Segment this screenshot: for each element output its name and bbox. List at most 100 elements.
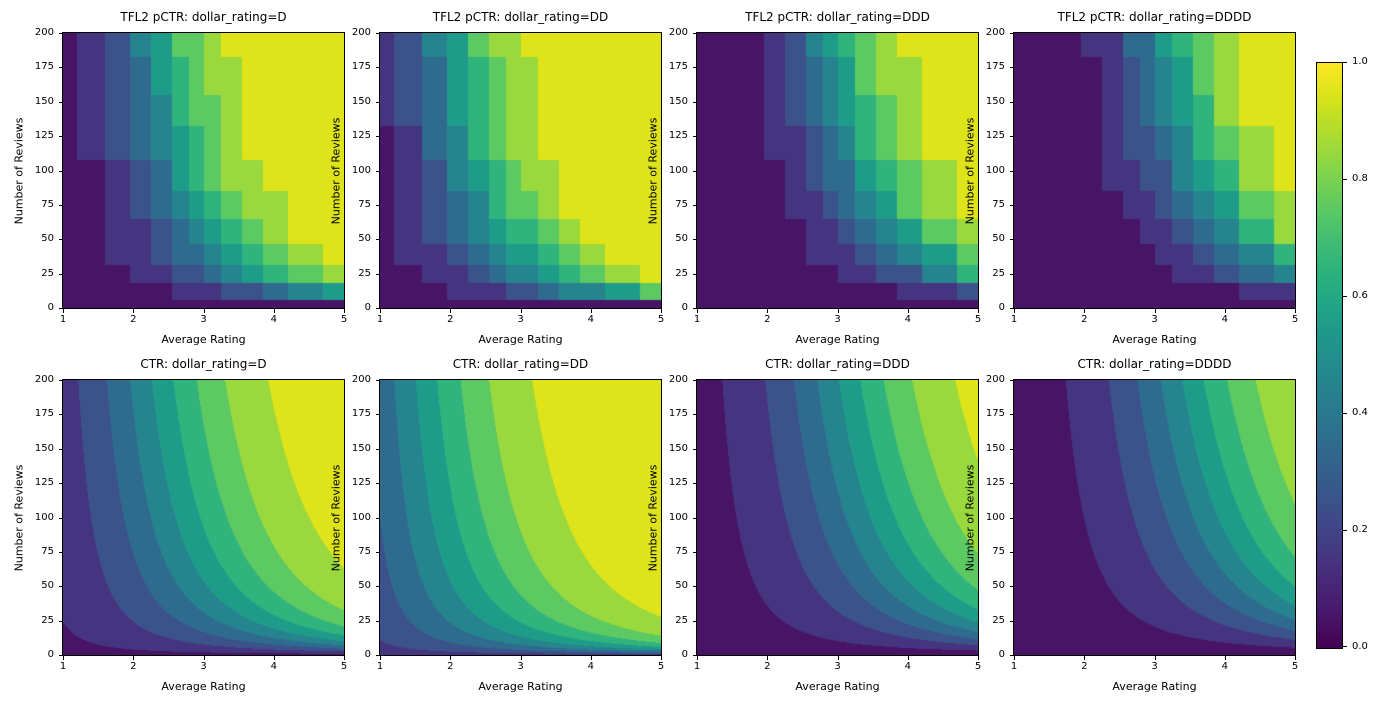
tick-mark	[1014, 309, 1015, 313]
tick-mark	[380, 656, 381, 660]
x-tick-label: 5	[657, 314, 665, 325]
x-axis-label: Average Rating	[478, 680, 563, 693]
tick-mark	[376, 414, 380, 416]
colorbar-tick-label: 1.0	[1352, 56, 1368, 67]
tick-mark	[1343, 530, 1347, 531]
tick-mark	[1295, 656, 1296, 660]
y-tick-label: 100	[985, 511, 1005, 523]
x-tick-label: 5	[340, 314, 348, 325]
y-tick-label: 200	[351, 27, 371, 38]
x-tick-label: 5	[974, 661, 982, 672]
tick-mark	[693, 620, 697, 622]
y-tick-label: 0	[681, 302, 688, 313]
y-tick-label: 150	[351, 95, 371, 107]
tick-mark	[1010, 551, 1014, 553]
x-tick-label: 1	[59, 314, 67, 325]
y-tick-label: 175	[34, 408, 54, 420]
y-tick-label: 200	[351, 374, 371, 385]
x-tick-label: 3	[200, 661, 207, 672]
tick-mark	[693, 273, 697, 275]
tick-mark	[1343, 179, 1347, 180]
x-tick-label: 2	[447, 661, 454, 672]
y-tick-label: 125	[351, 130, 371, 142]
x-ticks: 1 2 3 4 5	[694, 309, 981, 333]
y-tick-label: 150	[351, 442, 371, 454]
tick-mark	[1224, 309, 1226, 313]
colorbar: 0.0 0.2 0.4 0.6 0.8 1.0	[1316, 57, 1386, 652]
y-tick-label: 25	[358, 267, 371, 279]
contour-canvas	[379, 379, 662, 656]
tick-mark	[693, 33, 697, 34]
y-ticks: 0 25 50 75 100 125 150 175 200	[647, 375, 697, 660]
tick-mark	[1010, 136, 1014, 138]
tick-mark	[59, 551, 63, 553]
tick-mark	[1010, 101, 1014, 103]
tick-mark	[59, 136, 63, 138]
x-axis-label: Average Rating	[1112, 333, 1197, 346]
y-tick-label: 75	[992, 545, 1005, 557]
x-ticks: 1 2 3 4 5	[59, 309, 348, 333]
y-tick-label: 50	[41, 580, 54, 592]
y-tick-label: 125	[351, 477, 371, 489]
tick-mark	[837, 309, 839, 313]
y-tick-label: 75	[675, 545, 688, 557]
tick-mark	[661, 656, 662, 660]
tick-mark	[907, 309, 909, 313]
x-tick-label: 3	[200, 314, 207, 325]
x-ticks: 1 2 3 4 5	[60, 656, 347, 680]
tick-mark	[907, 656, 909, 660]
x-axis-label: Average Rating	[161, 333, 246, 346]
tick-mark	[693, 239, 697, 241]
x-tick-label: 4	[270, 314, 277, 325]
tick-mark	[59, 655, 63, 656]
y-tick-label: 50	[358, 580, 371, 592]
tick-mark	[1343, 62, 1347, 63]
x-tick-label: 4	[1221, 314, 1228, 325]
tick-mark	[1084, 309, 1086, 313]
y-ticks: 0 25 50 75 100 125 150 175 200	[13, 28, 63, 313]
plot-title: TFL2 pCTR: dollar_rating=DDD	[745, 10, 930, 24]
x-tick-label: 5	[657, 661, 665, 672]
tick-mark	[693, 655, 697, 656]
y-tick-label: 75	[41, 198, 54, 210]
contour-canvas	[62, 32, 345, 309]
contour-canvas	[1013, 379, 1296, 656]
subplot-tfl2-pctr-d: TFL2 pCTR: dollar_rating=D Number of Rev…	[13, 10, 348, 346]
tick-mark	[376, 273, 380, 275]
subplot-ctr-ddd: CTR: dollar_rating=DDD Number of Reviews…	[647, 357, 982, 693]
tick-mark	[693, 170, 697, 172]
y-tick-label: 125	[985, 477, 1005, 489]
tick-mark	[767, 656, 769, 660]
x-tick-label: 5	[1291, 661, 1299, 672]
tick-mark	[1010, 67, 1014, 69]
y-tick-label: 200	[34, 27, 54, 38]
colorbar-tick-label: 0.6	[1352, 290, 1368, 301]
tick-mark	[1010, 586, 1014, 588]
y-tick-label: 25	[675, 267, 688, 279]
tick-mark	[767, 309, 769, 313]
y-tick-label: 150	[34, 442, 54, 454]
tick-mark	[450, 309, 452, 313]
tick-mark	[376, 204, 380, 206]
x-ticks: 1 2 3 4 5	[377, 309, 665, 333]
tick-mark	[273, 656, 275, 660]
y-tick-label: 25	[992, 267, 1005, 279]
tick-mark	[376, 448, 380, 450]
x-tick-label: 2	[764, 661, 771, 672]
contour-canvas	[1013, 32, 1296, 309]
y-tick-label: 175	[351, 408, 371, 420]
x-tick-label: 1	[693, 661, 701, 672]
tick-mark	[1010, 655, 1014, 656]
tick-mark	[520, 309, 522, 313]
tick-mark	[1010, 204, 1014, 206]
tick-mark	[1343, 413, 1347, 414]
x-tick-label: 1	[376, 661, 384, 672]
tick-mark	[133, 656, 135, 660]
y-ticks: 0 25 50 75 100 125 150 175 200	[330, 375, 380, 660]
tick-mark	[59, 33, 63, 34]
tick-mark	[203, 656, 205, 660]
y-tick-label: 50	[675, 580, 688, 592]
plot-title: TFL2 pCTR: dollar_rating=DDDD	[1057, 10, 1252, 24]
y-tick-label: 25	[675, 614, 688, 626]
tick-mark	[693, 67, 697, 69]
